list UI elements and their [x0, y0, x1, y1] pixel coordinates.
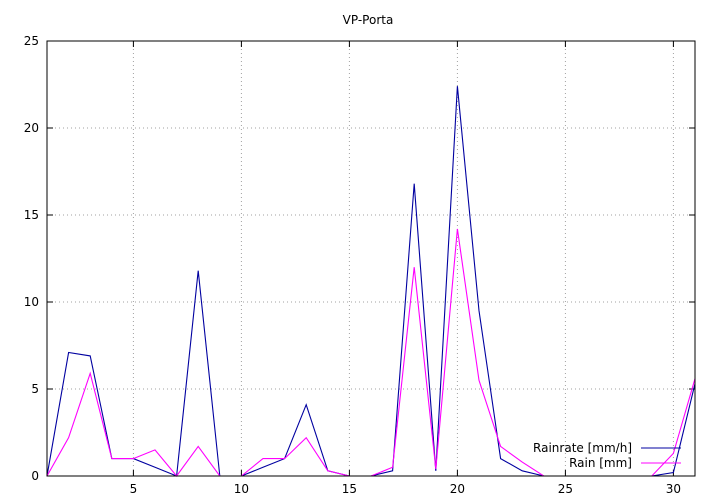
- x-tick-label: 5: [130, 482, 138, 496]
- plot-frame: [46, 40, 696, 477]
- y-tick-label: 5: [31, 382, 39, 396]
- series-layer: [46, 86, 696, 477]
- x-tick-label: 15: [342, 482, 357, 496]
- series-line-1: [46, 86, 696, 477]
- grid-lines: [47, 41, 695, 476]
- series-line-2: [46, 228, 696, 477]
- y-tick-label: 10: [24, 295, 39, 309]
- y-tick-label: 0: [31, 469, 39, 483]
- x-tick-label: 25: [558, 482, 573, 496]
- legend-label: Rain [mm]: [569, 456, 632, 470]
- x-tick-label: 30: [666, 482, 681, 496]
- y-tick-label: 25: [24, 34, 39, 48]
- chart-title: VP-Porta: [343, 13, 394, 27]
- y-tick-label: 15: [24, 208, 39, 222]
- y-tick-label: 20: [24, 121, 39, 135]
- x-tick-label: 20: [450, 482, 465, 496]
- legend-label: Rainrate [mm/h]: [533, 441, 632, 455]
- x-tick-label: 10: [234, 482, 249, 496]
- legend: Rainrate [mm/h]Rain [mm]: [533, 441, 681, 470]
- axis-ticks: 0 5 10 15 20 25 5 10 15 20 25 30: [24, 34, 695, 496]
